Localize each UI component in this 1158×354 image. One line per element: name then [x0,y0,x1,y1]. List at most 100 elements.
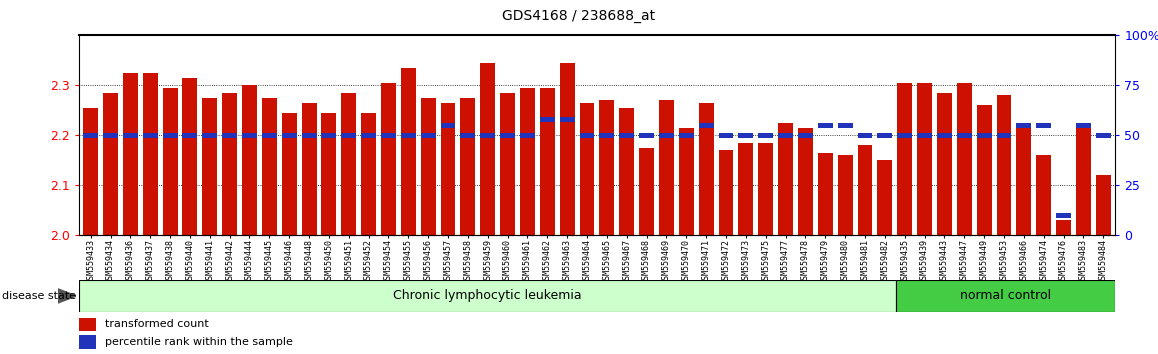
Bar [281,133,296,138]
Bar [600,101,615,235]
Bar [659,101,674,235]
Bar [520,88,535,235]
Bar [461,133,475,138]
Bar [301,103,316,235]
Bar [858,145,872,235]
Bar [342,133,357,138]
Bar [659,133,674,138]
Bar [540,117,555,122]
Bar [1095,133,1111,138]
Bar [758,143,774,235]
Text: percentile rank within the sample: percentile rank within the sample [104,337,293,347]
Bar [203,133,218,138]
Bar [957,83,972,235]
Bar [1036,155,1051,235]
Bar [758,133,774,138]
Bar [897,83,913,235]
Bar [342,93,357,235]
Bar [798,133,813,138]
Bar [679,133,694,138]
Bar [620,108,635,235]
Text: transformed count: transformed count [104,319,208,329]
Bar [858,133,872,138]
Bar [878,133,893,138]
Bar [976,133,991,138]
Bar [719,150,733,235]
Bar [440,123,455,128]
Bar [83,133,98,138]
Bar [1076,123,1091,128]
Bar [79,335,96,349]
Bar [481,133,496,138]
Text: normal control: normal control [960,290,1051,302]
Bar [579,103,594,235]
Bar [739,143,754,235]
Bar [579,133,594,138]
Bar [937,93,952,235]
Bar [262,133,277,138]
Bar [620,133,635,138]
Bar [896,280,1115,312]
Polygon shape [58,289,76,303]
Text: disease state: disease state [2,291,76,301]
Bar [600,133,615,138]
Bar [837,123,852,128]
Bar [420,133,435,138]
Bar [818,123,833,128]
Bar [719,133,733,138]
Bar [698,103,713,235]
Bar [481,63,496,235]
Bar [1056,221,1071,235]
Bar [222,93,237,235]
Bar [1036,123,1051,128]
Bar [1095,175,1111,235]
Bar [183,133,197,138]
Bar [540,88,555,235]
Bar [878,160,893,235]
Bar [103,133,118,138]
Bar [778,133,793,138]
Bar [222,133,237,138]
Bar [322,113,336,235]
Bar [79,318,96,331]
Bar [639,133,654,138]
Bar [381,83,396,235]
Bar [79,280,896,312]
Bar [162,133,177,138]
Bar [976,105,991,235]
Bar [361,133,376,138]
Bar [917,133,932,138]
Bar [997,133,1011,138]
Bar [679,128,694,235]
Bar [937,133,952,138]
Bar [559,117,574,122]
Bar [381,133,396,138]
Bar [1056,213,1071,218]
Bar [997,96,1011,235]
Text: GDS4168 / 238688_at: GDS4168 / 238688_at [503,9,655,23]
Bar [440,103,455,235]
Bar [242,133,257,138]
Bar [262,98,277,235]
Bar [837,155,852,235]
Bar [281,113,296,235]
Bar [301,133,316,138]
Bar [500,133,515,138]
Bar [739,133,754,138]
Bar [83,108,98,235]
Bar [698,123,713,128]
Bar [461,98,475,235]
Bar [103,93,118,235]
Bar [401,133,416,138]
Bar [203,98,218,235]
Bar [1076,123,1091,235]
Bar [639,148,654,235]
Bar [559,63,574,235]
Bar [897,133,913,138]
Bar [123,133,138,138]
Text: Chronic lymphocytic leukemia: Chronic lymphocytic leukemia [393,290,581,302]
Bar [142,73,157,235]
Bar [183,78,197,235]
Bar [957,133,972,138]
Bar [242,85,257,235]
